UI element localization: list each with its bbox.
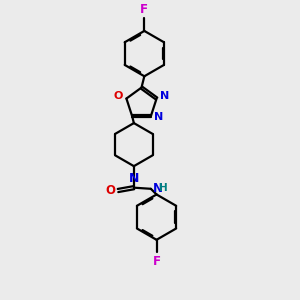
Text: H: H (159, 183, 168, 193)
Text: F: F (140, 3, 148, 16)
Text: N: N (154, 112, 164, 122)
Text: N: N (153, 182, 163, 195)
Text: O: O (105, 184, 115, 197)
Text: O: O (114, 91, 123, 101)
Text: N: N (160, 91, 169, 101)
Text: N: N (129, 172, 140, 185)
Text: F: F (152, 254, 160, 268)
